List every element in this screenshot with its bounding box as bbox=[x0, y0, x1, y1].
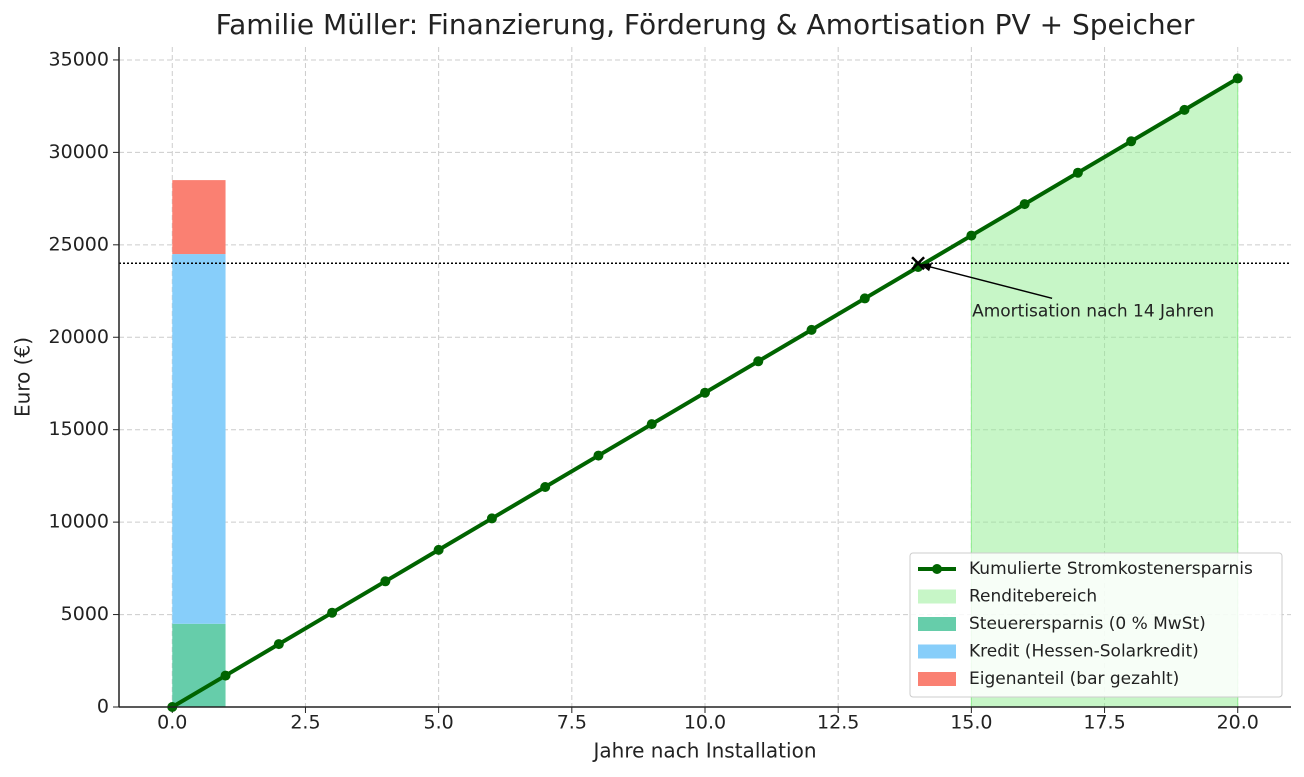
x-tick-label: 0.0 bbox=[157, 712, 187, 734]
x-tick-label: 5.0 bbox=[424, 712, 454, 734]
point bbox=[327, 607, 338, 618]
point bbox=[1232, 73, 1243, 84]
chart-title: Familie Müller: Finanzierung, Förderung … bbox=[216, 8, 1195, 41]
point bbox=[486, 513, 497, 524]
point bbox=[966, 230, 977, 241]
legend-swatch bbox=[932, 564, 942, 574]
legend-swatch bbox=[918, 644, 956, 659]
point bbox=[806, 324, 817, 335]
x-tick-label: 15.0 bbox=[950, 712, 992, 734]
y-axis-label: Euro (€) bbox=[11, 337, 35, 417]
y-tick-label: 5000 bbox=[61, 603, 109, 625]
y-tick-label: 35000 bbox=[49, 48, 109, 70]
legend-swatch bbox=[918, 617, 956, 631]
bar bbox=[172, 623, 226, 707]
legend-label: Eigenanteil (bar gezahlt) bbox=[969, 669, 1179, 689]
x-tick-label: 2.5 bbox=[290, 712, 320, 734]
annotation-arrowhead bbox=[920, 263, 933, 272]
point bbox=[646, 419, 657, 430]
y-tick-label: 20000 bbox=[49, 326, 109, 348]
point bbox=[753, 356, 764, 367]
legend-box bbox=[909, 552, 1283, 698]
legend: Kumulierte Stromkostenersparnis Renditebe… bbox=[909, 552, 1283, 698]
y-tick-label: 0 bbox=[97, 696, 109, 718]
x-axis-label: Jahre nach Installation bbox=[591, 739, 816, 763]
point bbox=[700, 387, 710, 398]
bar bbox=[172, 254, 226, 624]
legend-label: Steuerersparnis (0 % MwSt) bbox=[969, 614, 1206, 634]
annotation-arrow bbox=[923, 264, 1053, 300]
point bbox=[859, 293, 870, 304]
annotation-marker bbox=[911, 256, 925, 271]
x-tick-label: 12.5 bbox=[817, 712, 859, 734]
y-tick-label: 30000 bbox=[49, 141, 109, 163]
point bbox=[593, 450, 604, 461]
annotation-text: Amortisation nach 14 Jahren bbox=[972, 301, 1214, 321]
point bbox=[1126, 136, 1137, 147]
legend-swatch bbox=[918, 589, 956, 604]
point bbox=[1072, 167, 1083, 178]
point bbox=[433, 544, 444, 555]
point bbox=[220, 670, 231, 681]
legend-swatch bbox=[918, 672, 956, 686]
y-tick-label: 15000 bbox=[49, 418, 109, 440]
x-tick-label: 20.0 bbox=[1217, 712, 1259, 734]
x-tick-label: 10.0 bbox=[684, 712, 726, 734]
point bbox=[273, 639, 284, 650]
point bbox=[540, 482, 551, 492]
point bbox=[1179, 104, 1190, 115]
legend-label: Kumulierte Stromkostenersparnis bbox=[969, 559, 1253, 579]
x-tick-label: 7.5 bbox=[557, 712, 587, 734]
y-tick-label: 25000 bbox=[49, 233, 109, 255]
y-tick-label: 10000 bbox=[49, 511, 109, 533]
legend-label: Kredit (Hessen-Solarkredit) bbox=[969, 642, 1199, 662]
point bbox=[380, 576, 391, 587]
legend-label: Renditebereich bbox=[969, 587, 1097, 607]
bar bbox=[172, 180, 226, 255]
point bbox=[1019, 199, 1030, 210]
x-tick-label: 17.5 bbox=[1083, 712, 1125, 734]
